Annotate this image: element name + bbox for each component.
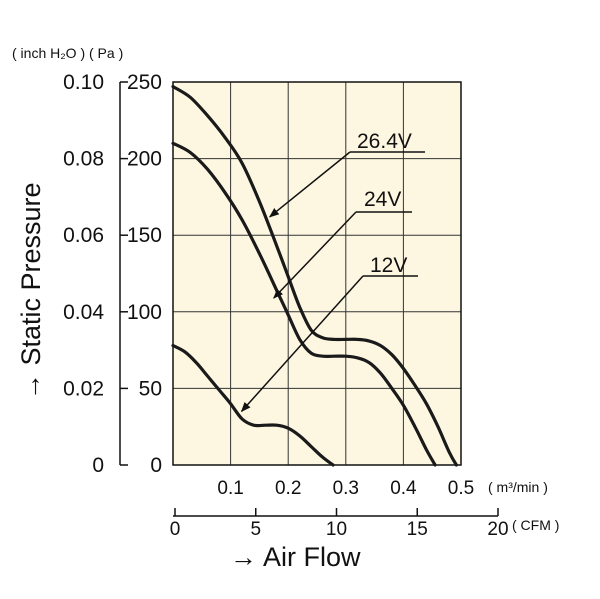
- x-tick-label-primary: 0.1: [217, 478, 243, 499]
- y-axis-title: → Static Pressure: [16, 182, 46, 400]
- x-tick-label-secondary: 20: [487, 519, 508, 540]
- y-tick-label-pa: 200: [127, 148, 162, 171]
- y-tick-label-inch: 0.08: [63, 148, 104, 171]
- series-layer: [171, 85, 458, 467]
- y-tick-label-inch: 0: [92, 454, 104, 477]
- x-tick-label-secondary: 0: [170, 519, 181, 540]
- y-tick-label-pa: 150: [127, 224, 162, 247]
- x-tick-label-secondary: 15: [407, 519, 428, 540]
- annotation-label-12V: 12V: [370, 254, 407, 277]
- y-tick-label-inch: 0.02: [63, 377, 104, 400]
- x-tick-label-primary: 0.2: [275, 478, 301, 499]
- x-ticks-primary: 0.1 0.2 0.3 0.4 0.5: [217, 478, 474, 499]
- x-unit-primary: ( m³/min ): [488, 479, 548, 495]
- annotation-arrow: [240, 275, 364, 413]
- series-line-26.4V: [171, 85, 458, 467]
- y-tick-label-pa: 0: [150, 454, 162, 477]
- y-tick-label-pa: 100: [127, 301, 162, 324]
- series-line-12V: [171, 343, 335, 467]
- y-tick-label-pa: 250: [127, 71, 162, 94]
- x-tick-label-primary: 0.5: [448, 478, 474, 499]
- x-unit-secondary: ( CFM ): [512, 517, 559, 533]
- x-tick-label-primary: 0.3: [333, 478, 359, 499]
- units-top-left: ( inch H₂O ) ( Pa ): [12, 45, 123, 61]
- y-tick-label-inch: 0.10: [63, 71, 104, 94]
- annotation-arrow: [273, 211, 357, 299]
- annotation-arrow: [268, 151, 351, 218]
- y-tick-label-inch: 0.06: [63, 224, 104, 247]
- plot-frame: [172, 81, 462, 466]
- x-tick-label-secondary: 5: [250, 519, 261, 540]
- y-tick-label-inch: 0.04: [63, 301, 104, 324]
- x-axis-title: → Air Flow: [230, 542, 361, 572]
- annotation-layer: 26.4V 24V 12V: [240, 130, 425, 413]
- annotation-label-26.4V: 26.4V: [357, 130, 412, 153]
- series-line-24V: [171, 141, 437, 467]
- annotation-label-24V: 24V: [364, 188, 401, 211]
- y-ticks-inch: 0 0.02 0.04 0.06 0.08 0.10: [63, 71, 128, 477]
- x-tick-label-primary: 0.4: [390, 478, 417, 499]
- x-tick-label-secondary: 10: [326, 519, 347, 540]
- y-ticks-pa: 0 50 100 150 200 250: [127, 71, 162, 477]
- y-tick-label-pa: 50: [139, 377, 162, 400]
- x-ticks-secondary: 0 5 10 15 20: [170, 508, 509, 540]
- plot-area: [173, 82, 461, 465]
